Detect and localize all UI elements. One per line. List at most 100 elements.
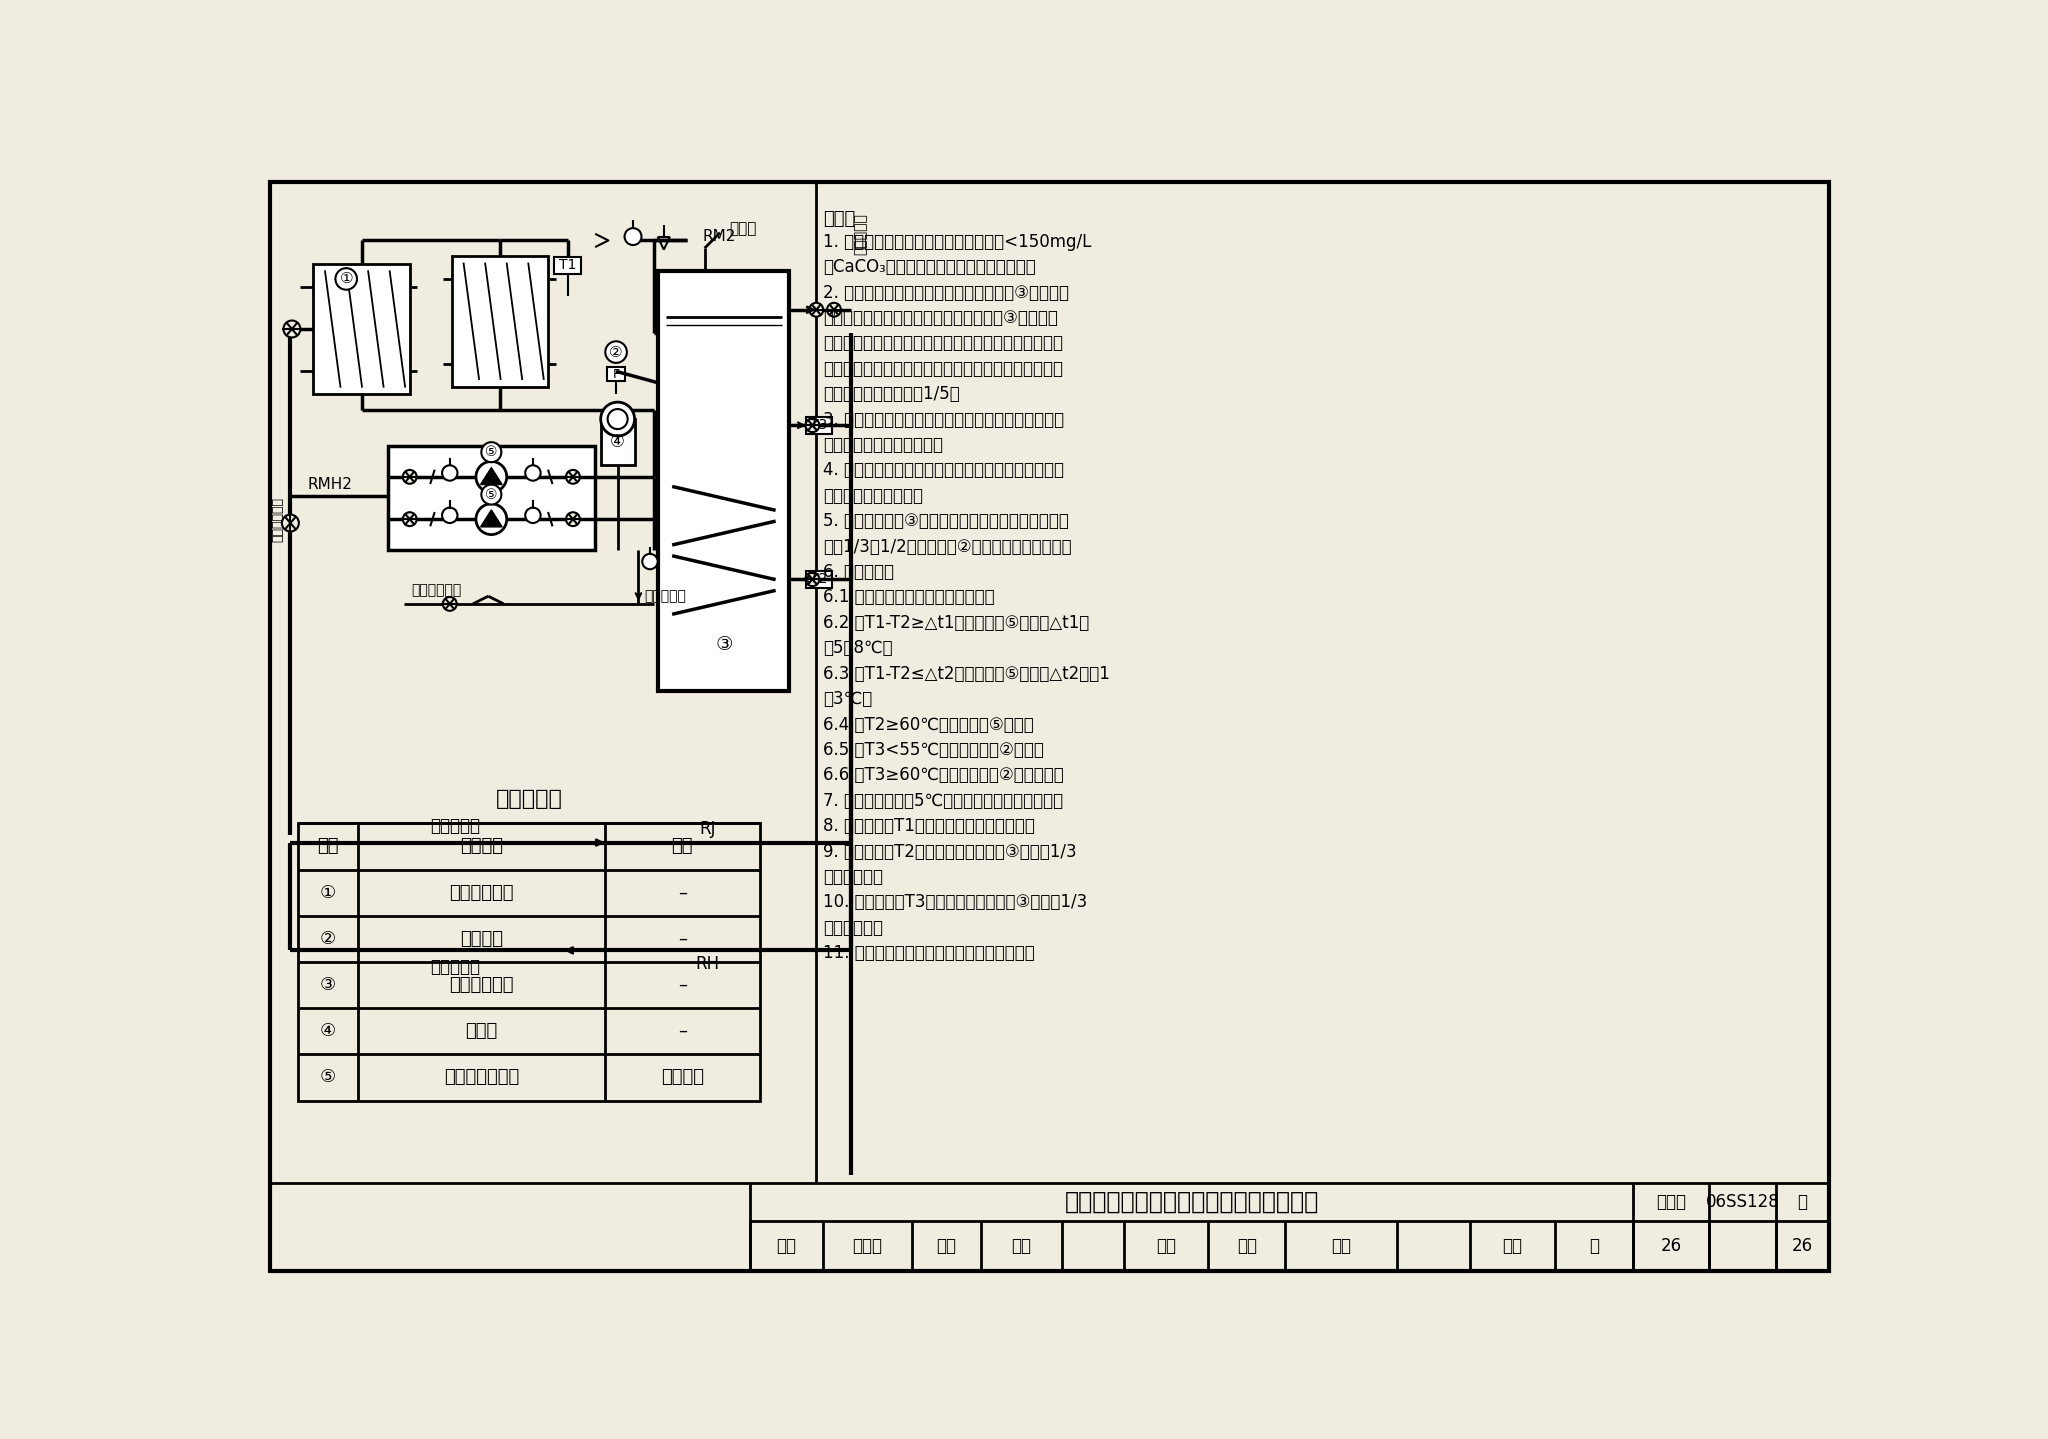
Text: 热水给水管: 热水给水管 (430, 817, 481, 835)
Text: 10. 温度传感器T3设在距高位贮热水箱③顶部约1/3: 10. 温度传感器T3设在距高位贮热水箱③顶部约1/3 (823, 894, 1087, 911)
Circle shape (336, 268, 356, 289)
Text: （CaCO₃）且用热水水平要求不高的建筑。: （CaCO₃）且用热水水平要求不高的建筑。 (823, 258, 1036, 276)
Text: 度需满足系统最不利点水压要求。当水箱③与最高用: 度需满足系统最不利点水压要求。当水箱③与最高用 (823, 309, 1059, 327)
Text: 何潘: 何潘 (1503, 1238, 1522, 1255)
Circle shape (524, 508, 541, 522)
Circle shape (805, 573, 819, 586)
Text: 一用一备: 一用一备 (662, 1068, 705, 1086)
Text: 1. 本系统适用于供水规模小，原水硬度<150mg/L: 1. 本系统适用于供水规模小，原水硬度<150mg/L (823, 233, 1092, 250)
Text: –: – (678, 884, 686, 902)
Text: ①: ① (340, 272, 352, 286)
Text: 5. 高位贮热水箱③热水回水入口以上的容积宜取总容: 5. 高位贮热水箱③热水回水入口以上的容积宜取总容 (823, 512, 1069, 530)
Text: 水点高差不能满足系统供水压力要求时，应在热水供水: 水点高差不能满足系统供水压力要求时，应在热水供水 (823, 334, 1063, 353)
Text: 4. 本系统采用电热水器作为辅助热源，也可采用热水: 4. 本系统采用电热水器作为辅助热源，也可采用热水 (823, 462, 1065, 479)
Circle shape (608, 409, 627, 429)
Circle shape (809, 302, 823, 317)
Text: 页: 页 (1589, 1238, 1599, 1255)
Text: 备注: 备注 (672, 837, 692, 855)
Text: 6.1 本系统采用温差循环控制原理；: 6.1 本系统采用温差循环控制原理； (823, 589, 995, 606)
Polygon shape (481, 468, 502, 485)
Circle shape (442, 508, 457, 522)
Text: 李忠: 李忠 (1012, 1238, 1032, 1255)
Circle shape (565, 512, 580, 527)
Text: 排至安全处: 排至安全处 (645, 589, 686, 603)
Text: 审核: 审核 (776, 1238, 797, 1255)
Text: 高位贮热水箱: 高位贮热水箱 (449, 976, 514, 994)
Text: ⑤: ⑤ (485, 488, 498, 502)
Text: 6. 控制原理：: 6. 控制原理： (823, 563, 895, 581)
Circle shape (403, 471, 416, 484)
Text: 何涛: 何涛 (1331, 1238, 1352, 1255)
Bar (299, 823, 760, 1101)
Text: 工质灌注总管: 工质灌注总管 (412, 583, 461, 597)
Text: 3. 本系统宜采用平板型、玻璃金属式、热管式真空管: 3. 本系统宜采用平板型、玻璃金属式、热管式真空管 (823, 410, 1065, 429)
Circle shape (827, 302, 842, 317)
Text: 校对: 校对 (936, 1238, 956, 1255)
Circle shape (283, 321, 301, 338)
Circle shape (442, 465, 457, 481)
Circle shape (625, 229, 641, 245)
Text: 设备名称: 设备名称 (461, 837, 504, 855)
Bar (453, 256, 549, 387)
Text: ①: ① (319, 884, 336, 902)
Text: 取5～8℃；: 取5～8℃； (823, 639, 893, 658)
Bar (313, 263, 410, 394)
Text: –: – (678, 1022, 686, 1040)
Circle shape (565, 471, 580, 484)
Circle shape (283, 515, 299, 531)
Text: T3: T3 (809, 419, 827, 432)
Text: T2: T2 (809, 573, 827, 586)
Text: 7. 日最低气温低于5℃地区，工质应采用防冻液。: 7. 日最低气温低于5℃地区，工质应采用防冻液。 (823, 791, 1063, 810)
Text: RH: RH (696, 955, 719, 973)
Circle shape (475, 462, 506, 492)
Text: RMH2: RMH2 (307, 478, 352, 492)
Bar (389, 446, 594, 550)
Circle shape (600, 401, 635, 436)
Text: 集热系统循环泵: 集热系统循环泵 (444, 1068, 518, 1086)
Text: 积的1/3～1/2，电加热器②设在热水回水口之上。: 积的1/3～1/2，电加热器②设在热水回水口之上。 (823, 538, 1071, 555)
Text: F: F (612, 368, 621, 381)
Text: 06SS128: 06SS128 (1706, 1193, 1780, 1212)
Circle shape (643, 554, 657, 570)
Circle shape (805, 419, 819, 432)
Polygon shape (481, 509, 502, 527)
Text: 膨胀罐: 膨胀罐 (465, 1022, 498, 1040)
Text: 电加热器: 电加热器 (461, 930, 504, 948)
Text: ④: ④ (319, 1022, 336, 1040)
Text: ⑤: ⑤ (319, 1068, 336, 1086)
Bar (805, 417, 831, 433)
Text: 热水回水管: 热水回水管 (430, 958, 481, 976)
Bar (659, 271, 788, 691)
Text: 图集号: 图集号 (1657, 1193, 1686, 1212)
Text: ⑤: ⑤ (485, 445, 498, 459)
Bar (270, 1183, 1829, 1272)
Text: 通大气: 通大气 (729, 222, 758, 236)
Text: 页: 页 (1798, 1193, 1808, 1212)
Circle shape (481, 442, 502, 462)
Circle shape (606, 341, 627, 363)
Text: 干管上设加压供水装置。生活给水总管的进水管顶部打: 干管上设加压供水装置。生活给水总管的进水管顶部打 (823, 360, 1063, 378)
Text: RJ: RJ (700, 820, 717, 837)
Text: 型等承压式太阳能集热器。: 型等承压式太阳能集热器。 (823, 436, 944, 455)
Text: 26: 26 (1661, 1238, 1681, 1255)
Circle shape (403, 512, 416, 527)
Text: 6.5 当T3<55℃时，电加热器②工作；: 6.5 当T3<55℃时，电加热器②工作； (823, 741, 1044, 758)
Text: 9. 温度传感器T2设在距高位贮热水箱③底部约1/3: 9. 温度传感器T2设在距高位贮热水箱③底部约1/3 (823, 843, 1077, 861)
Text: 主要设备表: 主要设备表 (496, 789, 563, 809)
Circle shape (442, 597, 457, 610)
Text: 强制循环间接加热系统原理图（单水箱）: 强制循环间接加热系统原理图（单水箱） (1065, 1190, 1319, 1215)
Text: 6.4 当T2≥60℃时，循环泵⑤关闭；: 6.4 当T2≥60℃时，循环泵⑤关闭； (823, 715, 1034, 734)
Text: 说明：: 说明： (823, 210, 856, 227)
Text: 编号: 编号 (317, 837, 338, 855)
Text: 2. 本系统热水供应压力来自高位贮热水箱③，水箱高: 2. 本系统热水供应压力来自高位贮热水箱③，水箱高 (823, 283, 1069, 302)
Text: 11. 本图是按照平板型大阳能集热器绘制的。: 11. 本图是按照平板型大阳能集热器绘制的。 (823, 944, 1034, 963)
Text: 6.2 当T1-T2≥△t1时，循环泵⑤启动，△t1宜: 6.2 当T1-T2≥△t1时，循环泵⑤启动，△t1宜 (823, 614, 1090, 632)
Text: 箱体高度处。: 箱体高度处。 (823, 920, 883, 937)
Text: 设计: 设计 (1237, 1238, 1257, 1255)
Text: ③: ③ (319, 976, 336, 994)
Circle shape (475, 504, 506, 534)
Text: ③: ③ (715, 635, 733, 655)
Text: 生活给水总管: 生活给水总管 (272, 496, 285, 541)
Text: 太阳能集热器: 太阳能集热器 (449, 884, 514, 902)
Text: 生活给水管: 生活给水管 (854, 213, 866, 255)
